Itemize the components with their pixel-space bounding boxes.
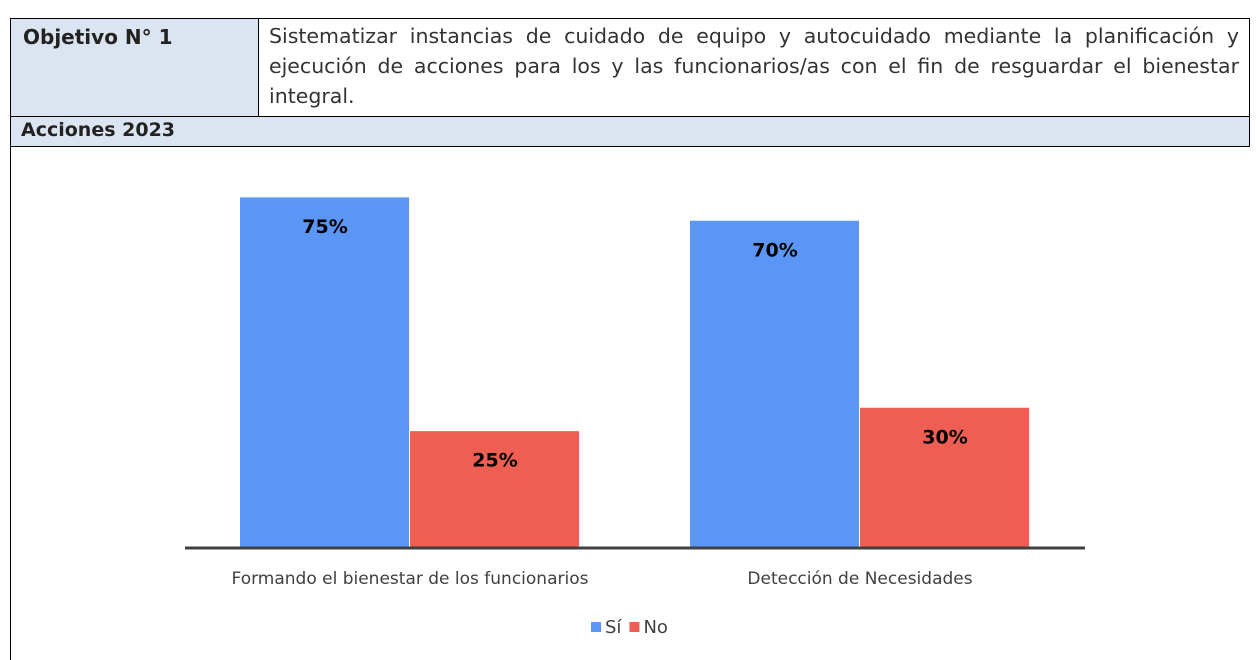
objective-text: Sistematizar instancias de cuidado de eq… <box>258 18 1250 117</box>
legend-swatch <box>591 622 601 632</box>
data-label: 25% <box>472 450 517 472</box>
bar <box>410 431 579 548</box>
x-tick-label: Detección de Necesidades <box>747 569 972 589</box>
x-tick-label: Formando el bienestar de los funcionario… <box>232 569 589 589</box>
bar <box>690 220 859 548</box>
section-header: Acciones 2023 <box>10 116 1250 147</box>
data-label: 75% <box>302 216 347 238</box>
chart-cell <box>10 146 1256 660</box>
legend-swatch <box>629 622 640 632</box>
legend-label: No <box>643 617 667 638</box>
legend-label: Sí <box>605 617 622 638</box>
bar <box>860 407 1029 548</box>
header-cell: Objetivo N° 1 <box>10 18 259 117</box>
data-label: 70% <box>752 239 797 261</box>
data-label: 30% <box>922 426 967 448</box>
bar <box>240 197 409 548</box>
chart: 75% 25% Formando el bienestar de los funci… <box>185 197 1085 638</box>
